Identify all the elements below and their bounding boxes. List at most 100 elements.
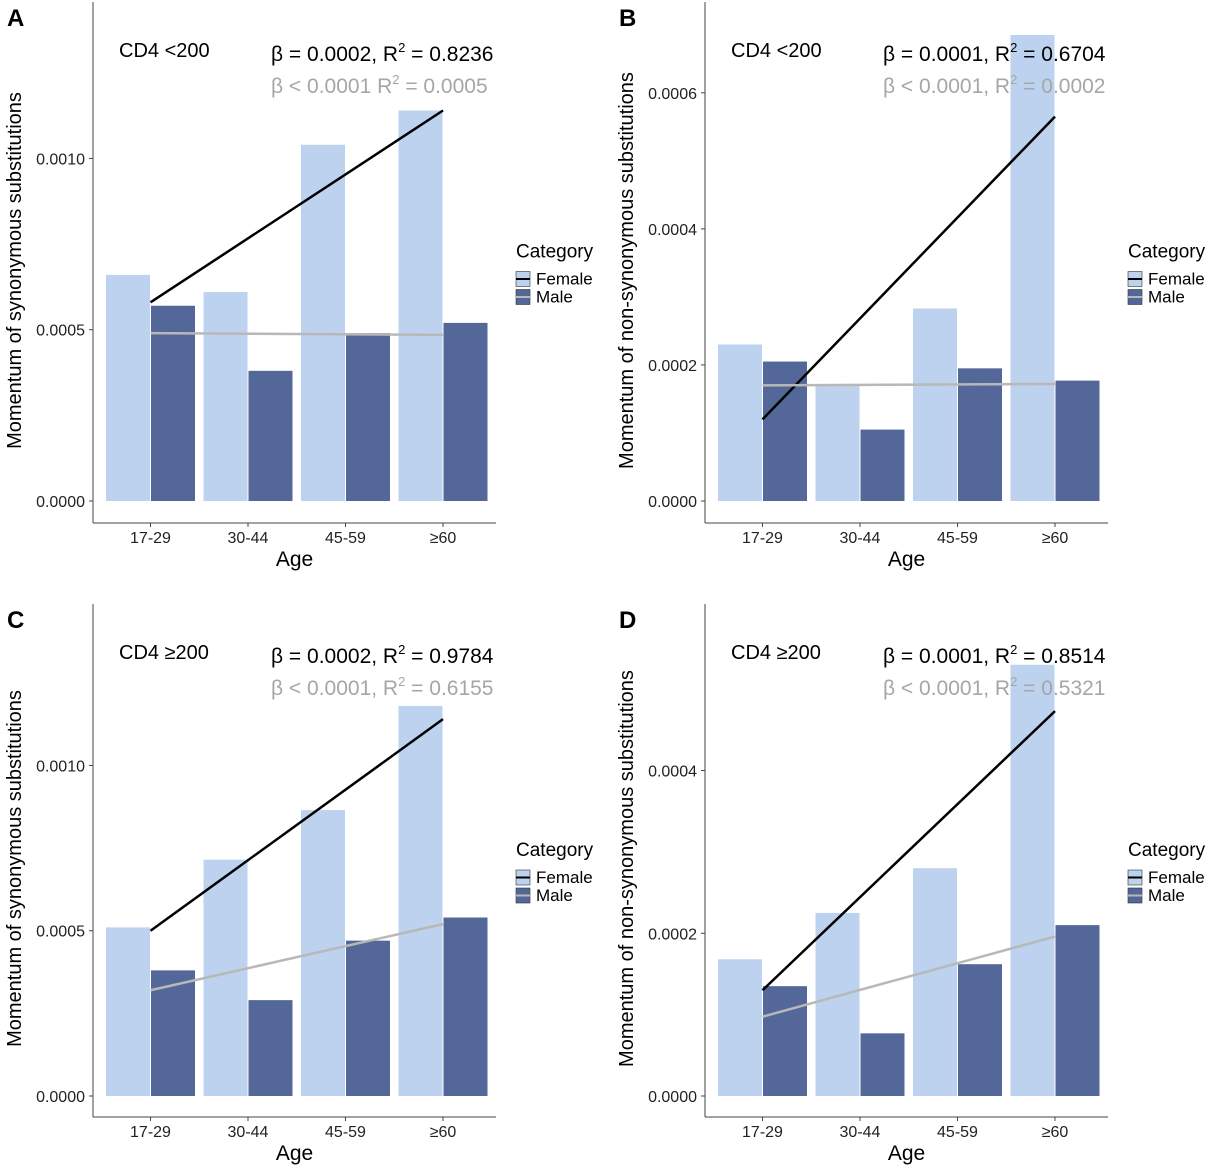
y-tick-label: 0.0002 — [648, 926, 697, 943]
bar-female-17-29 — [718, 344, 762, 501]
r-text: R — [383, 645, 398, 668]
r-text: R — [995, 645, 1010, 668]
y-tick-label: 0.0005 — [36, 323, 85, 340]
legend-label-female: Female — [536, 270, 593, 289]
panel-a: A 0.0000 0.0005 0.0010 17-29 30-44 45-59 ≥60 Age… — [4, 2, 594, 571]
trend-line-female — [761, 115, 1056, 421]
group-label: CD4 <200 — [731, 40, 822, 62]
stats-female: β = 0.0002, R2 = 0.9784 — [271, 642, 494, 668]
y-tick-label: 0.0000 — [648, 1089, 697, 1106]
beta-text: β < 0.0001, — [883, 75, 995, 98]
trend-line-male — [762, 935, 1056, 1018]
stats-male: β < 0.0001, R2 = 0.0002 — [883, 72, 1106, 98]
bar-female-30-44 — [203, 292, 248, 501]
bar-female-30-44 — [815, 912, 860, 1096]
trend-line-male — [762, 382, 1056, 387]
y-tick-label: 0.0004 — [648, 764, 697, 781]
x-axis-title: Age — [888, 548, 925, 571]
panel-label: D — [619, 607, 636, 634]
r2-value: = 0.8236 — [405, 43, 493, 66]
trend-line-male — [150, 922, 444, 992]
bar-male-17-29 — [763, 361, 807, 501]
legend-label-male: Male — [536, 288, 573, 307]
y-tick-label: 0.0002 — [648, 358, 697, 375]
r2-superscript: 2 — [1010, 642, 1017, 657]
x-tick-label: 45-59 — [325, 530, 366, 547]
stats-male: β < 0.0001, R2 = 0.5321 — [883, 674, 1106, 700]
bar-female-≥60 — [398, 110, 443, 501]
y-axis-title: Momentum of synonymous substitutions — [4, 92, 26, 449]
bar-male-30-44 — [248, 1000, 293, 1096]
x-tick-label: ≥60 — [430, 530, 457, 547]
y-tick-label: 0.0000 — [36, 494, 85, 511]
bar-male-30-44 — [860, 1033, 905, 1096]
legend-title: Category — [1128, 840, 1206, 861]
r2-value: = 0.0005 — [399, 75, 487, 98]
r-text: R — [383, 43, 398, 66]
bar-female-30-44 — [815, 385, 860, 501]
r-text: R — [995, 75, 1010, 98]
r2-superscript: 2 — [398, 40, 405, 55]
legend-label-male: Male — [1148, 288, 1185, 307]
panel-label: C — [7, 607, 24, 634]
bar-male-17-29 — [151, 970, 195, 1096]
stats-female: β = 0.0001, R2 = 0.6704 — [883, 40, 1106, 66]
x-tick-label: ≥60 — [430, 1124, 457, 1141]
trend-line-male — [150, 331, 444, 337]
group-label: CD4 ≥200 — [731, 642, 821, 664]
beta-text: β = 0.0002, — [271, 645, 383, 668]
bar-male-≥60 — [1055, 380, 1100, 501]
bar-female-≥60 — [1010, 664, 1055, 1096]
beta-text: β < 0.0001, — [883, 677, 995, 700]
trend-line-female — [149, 718, 444, 932]
group-label: CD4 <200 — [119, 40, 210, 62]
panel-label: B — [619, 5, 636, 32]
group-label: CD4 ≥200 — [119, 642, 209, 664]
r2-value: = 0.9784 — [405, 645, 493, 668]
stats-female: β = 0.0002, R2 = 0.8236 — [271, 40, 494, 66]
bar-female-45-59 — [913, 308, 957, 501]
bar-female-≥60 — [1010, 35, 1055, 501]
y-axis-title: Momentum of non-synonymous substitutions — [616, 72, 638, 469]
r-text: R — [995, 43, 1010, 66]
y-tick-label: 0.0000 — [36, 1089, 85, 1106]
panel-c: C 0.0000 0.0005 0.0010 17-29 30-44 45-59 ≥60 Age… — [4, 604, 594, 1165]
bar-male-45-59 — [346, 940, 390, 1096]
x-tick-label: 17-29 — [130, 530, 171, 547]
legend-label-male: Male — [536, 886, 573, 905]
bar-male-30-44 — [860, 429, 905, 501]
x-tick-label: ≥60 — [1042, 530, 1069, 547]
x-tick-label: 30-44 — [840, 1124, 881, 1141]
bar-female-17-29 — [106, 927, 150, 1096]
x-axis-title: Age — [276, 548, 313, 571]
bar-male-45-59 — [346, 333, 390, 501]
r2-superscript: 2 — [392, 72, 399, 87]
r-text: R — [383, 677, 398, 700]
x-axis-title: Age — [888, 1142, 925, 1165]
r2-superscript: 2 — [1010, 72, 1017, 87]
bar-female-≥60 — [398, 705, 443, 1096]
r-text: R — [995, 677, 1010, 700]
r2-value: = 0.8514 — [1017, 645, 1105, 668]
x-tick-label: 30-44 — [228, 1124, 269, 1141]
x-tick-label: 45-59 — [937, 530, 978, 547]
bar-male-≥60 — [1055, 925, 1100, 1096]
r2-superscript: 2 — [1010, 674, 1017, 689]
bar-female-45-59 — [301, 144, 345, 501]
bar-male-≥60 — [443, 917, 488, 1096]
r2-superscript: 2 — [1010, 40, 1017, 55]
x-tick-label: 17-29 — [130, 1124, 171, 1141]
y-tick-label: 0.0006 — [648, 86, 697, 103]
r2-value: = 0.6704 — [1017, 43, 1105, 66]
x-tick-label: 30-44 — [228, 530, 269, 547]
legend-label-female: Female — [536, 868, 593, 887]
x-tick-label: ≥60 — [1042, 1124, 1069, 1141]
bar-female-45-59 — [913, 868, 957, 1096]
r2-superscript: 2 — [398, 642, 405, 657]
x-tick-label: 45-59 — [937, 1124, 978, 1141]
x-tick-label: 45-59 — [325, 1124, 366, 1141]
y-tick-label: 0.0010 — [36, 151, 85, 168]
bar-female-45-59 — [301, 810, 345, 1096]
panel-d: D 0.0000 0.0002 0.0004 17-29 30-44 45-59 ≥60 Age… — [616, 604, 1206, 1165]
